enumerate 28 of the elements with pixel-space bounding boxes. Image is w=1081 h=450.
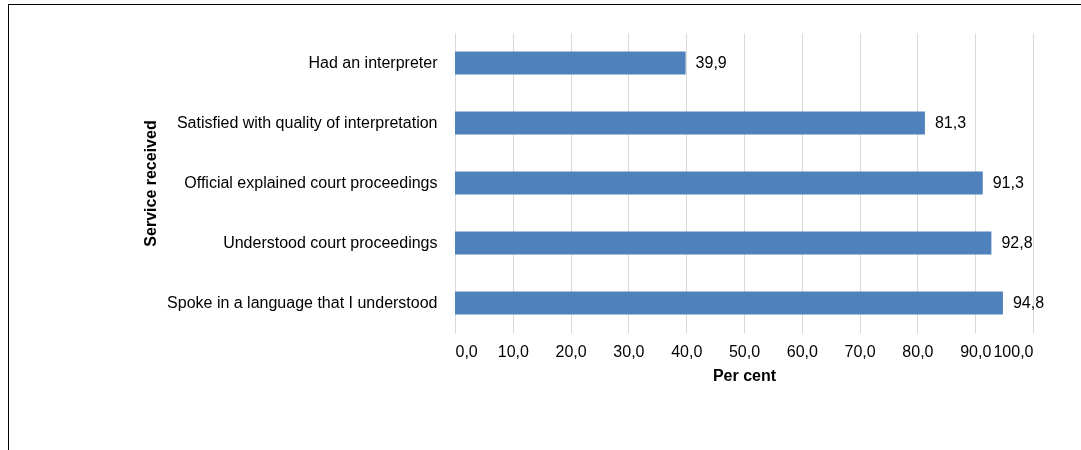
data-label: 94,8 (1012, 294, 1045, 311)
bar (455, 291, 1003, 315)
bar (455, 51, 686, 75)
y-tick-label: Had an interpreter (308, 54, 439, 71)
y-axis-title: Service received (141, 120, 159, 247)
x-tick-label: 40,0 (671, 342, 703, 360)
data-label: 92,8 (1001, 234, 1033, 251)
x-tick-label: 100,0 (993, 342, 1034, 360)
data-label: 91,3 (992, 174, 1024, 191)
bar (455, 111, 925, 135)
bar (455, 171, 983, 195)
x-axis-title: Per cent (712, 366, 777, 384)
x-tick-label: 60,0 (786, 342, 818, 360)
x-tick-label: 50,0 (728, 342, 761, 360)
data-label: 39,9 (695, 54, 727, 71)
x-tick-label: 0,0 (455, 342, 478, 360)
y-tick-label: Understood court proceedings (223, 234, 438, 251)
x-tick-label: 70,0 (844, 342, 876, 360)
y-tick-label: Satisfied with quality of interpretation (176, 114, 438, 131)
x-tick-label: 30,0 (613, 342, 645, 360)
y-tick-label: Official explained court proceedings (184, 174, 438, 191)
x-tick-label: 80,0 (902, 342, 934, 360)
x-tick-label: 10,0 (497, 342, 529, 360)
bar (455, 231, 992, 255)
y-tick-label: Spoke in a language that I understood (167, 294, 438, 311)
x-tick-label: 20,0 (555, 342, 587, 360)
x-tick-label: 90,0 (960, 342, 992, 360)
data-label: 81,3 (934, 114, 967, 131)
